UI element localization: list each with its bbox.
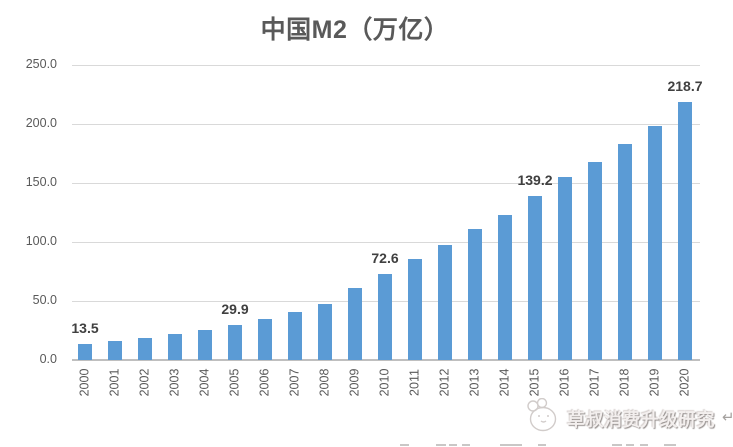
- bar-2013: [468, 229, 482, 360]
- x-axis-tick-label: 2001: [107, 368, 122, 397]
- watermark-text: 草叔消费升级研究: [567, 410, 715, 430]
- data-label-2015: 139.2: [517, 171, 553, 188]
- bar-2018: [618, 144, 632, 360]
- bar-2003: [168, 333, 182, 360]
- grid-line: [72, 183, 700, 184]
- x-axis-tick-label: 2018: [617, 368, 632, 397]
- y-axis-tick-label: 100.0: [25, 234, 57, 248]
- bar-2015: [528, 195, 542, 360]
- bar-2014: [498, 215, 512, 360]
- bar-2008: [318, 303, 332, 360]
- data-label-2010: 72.6: [371, 250, 399, 267]
- x-axis-tick-label: 2017: [587, 368, 602, 397]
- return-mark-icon: ↵: [722, 409, 733, 426]
- x-axis-tick-label: 2012: [437, 368, 452, 397]
- bar-2010: [378, 274, 392, 360]
- bar-2002: [138, 338, 152, 360]
- bar-2001: [108, 341, 122, 360]
- x-axis-tick-label: 2003: [167, 368, 182, 397]
- x-axis-tick-label: 2014: [497, 368, 512, 397]
- chart-title: 中国M2（万亿）: [260, 16, 450, 44]
- grid-line: [72, 242, 700, 243]
- cropped-text-fragment: [436, 444, 446, 446]
- x-axis-tick-label: 2006: [257, 368, 272, 397]
- cropped-text-fragment: [612, 444, 622, 446]
- grid-line: [72, 65, 700, 66]
- bar-2000: [78, 344, 92, 360]
- y-axis-tick-label: 0.0: [39, 352, 57, 366]
- cropped-text-fragment: [500, 444, 522, 446]
- bar-2011: [408, 259, 422, 360]
- x-axis-tick-label: 2016: [557, 368, 572, 397]
- x-axis-tick-label: 2002: [137, 368, 152, 397]
- bar-2009: [348, 288, 362, 360]
- x-axis-tick-label: 2009: [347, 368, 362, 397]
- x-axis-tick-label: 2020: [677, 368, 692, 397]
- bar-2016: [558, 177, 572, 360]
- bar-2012: [438, 245, 452, 360]
- bar-2006: [258, 319, 272, 360]
- x-axis-tick-label: 2004: [197, 368, 212, 397]
- data-label-2020: 218.7: [667, 77, 703, 94]
- grid-line: [72, 124, 700, 125]
- cropped-text-fragment: [400, 444, 409, 446]
- y-axis-tick-label: 200.0: [25, 116, 57, 130]
- cropped-text-fragment: [626, 444, 634, 446]
- bar-2007: [288, 312, 302, 360]
- bar-2004: [198, 330, 212, 360]
- x-axis-tick-label: 2008: [317, 368, 332, 397]
- bar-2005: [228, 324, 242, 360]
- cropped-text-fragment: [640, 444, 648, 446]
- data-label-2005: 29.9: [221, 300, 249, 317]
- x-axis-tick-label: 2007: [287, 368, 302, 397]
- plot-area: [72, 65, 700, 361]
- cropped-text-fragment: [664, 444, 676, 446]
- x-axis-tick-label: 2000: [77, 368, 92, 397]
- data-label-2000: 13.5: [71, 320, 99, 337]
- watermark: 草叔消费升级研究 ↵: [525, 398, 733, 434]
- x-axis-tick-label: 2015: [527, 368, 542, 397]
- y-axis-tick-label: 150.0: [25, 175, 57, 189]
- y-axis-tick-label: 250.0: [25, 57, 57, 71]
- x-axis-line: [72, 359, 700, 361]
- bar-2020: [678, 101, 692, 360]
- x-axis-tick-label: 2005: [227, 368, 242, 397]
- y-axis-tick-label: 50.0: [32, 293, 57, 307]
- x-axis-tick-label: 2011: [407, 369, 422, 396]
- cropped-text-fragment: [449, 444, 457, 446]
- x-axis-tick-label: 2013: [467, 368, 482, 397]
- x-axis-tick-label: 2010: [377, 368, 392, 397]
- cropped-text-fragment: [462, 444, 470, 446]
- cartoon-animal-face-icon: [527, 398, 557, 432]
- bar-2019: [648, 125, 662, 360]
- x-axis-tick-label: 2019: [647, 368, 662, 397]
- bar-2017: [588, 162, 602, 360]
- cropped-text-fragment: [538, 444, 546, 446]
